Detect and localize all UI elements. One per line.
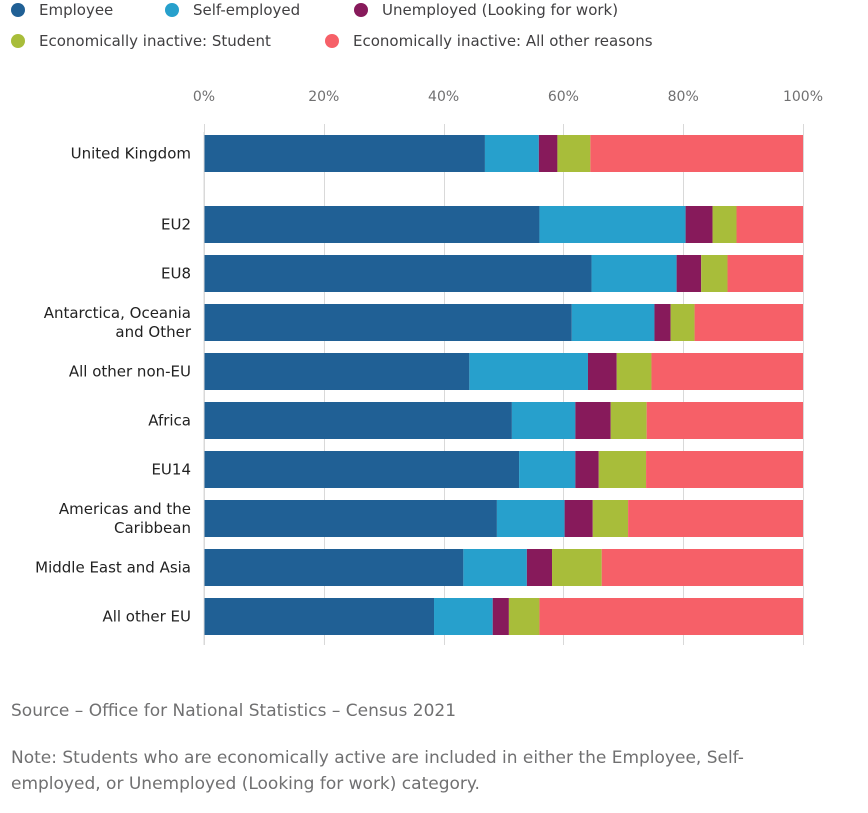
bar-eu8-unemployed-looking-for-work[interactable] [676,255,702,292]
legend-item-self-employed[interactable]: Self-employed [165,1,300,19]
bar-all-other-non-eu-employee[interactable] [204,353,470,390]
bar-all-other-eu-self-employed[interactable] [434,598,493,635]
bar-americas-and-the-caribbean-economically-inactive-student[interactable] [592,500,629,537]
category-label-middle-east-and-asia: Middle East and Asia [35,559,191,577]
legend-label-unemployed-looking-for-work: Unemployed (Looking for work) [382,1,618,19]
bar-all-other-non-eu-self-employed[interactable] [469,353,588,390]
bar-antarctica-oceania-and-other-unemployed-looking-for-work[interactable] [654,304,671,341]
legend-swatch-unemployed-looking-for-work [354,3,368,17]
category-label-eu2: EU2 [161,216,191,234]
bar-africa-unemployed-looking-for-work[interactable] [575,402,611,439]
bar-all-other-eu-unemployed-looking-for-work[interactable] [492,598,509,635]
bar-africa-employee[interactable] [204,402,512,439]
bar-antarctica-oceania-and-other-self-employed[interactable] [571,304,655,341]
footnote: Note: Students who are economically acti… [11,748,744,794]
x-tick-label-60: 60% [548,89,579,105]
legend-swatch-economically-inactive-all-other-reasons [325,34,339,48]
bar-eu2-unemployed-looking-for-work[interactable] [685,206,713,243]
bar-united-kingdom-self-employed[interactable] [484,135,539,172]
bar-africa-economically-inactive-student[interactable] [610,402,647,439]
category-label-united-kingdom: United Kingdom [71,145,191,163]
legend-swatch-employee [11,3,25,17]
bar-group-middle-east-and-asia [204,549,803,586]
category-labels: United Kingdom EU2 EU8 Antarctica, Oceania a… [35,145,192,626]
bar-americas-and-the-caribbean-self-employed[interactable] [496,500,565,537]
bar-eu8-economically-inactive-all-other-reasons[interactable] [727,255,803,292]
x-tick-label-100: 100% [783,89,823,105]
bar-all-other-non-eu-unemployed-looking-for-work[interactable] [587,353,617,390]
bar-group-antarctica-oceania-and-other [204,304,803,341]
bar-antarctica-oceania-and-other-employee[interactable] [204,304,572,341]
legend-label-economically-inactive-all-other-reasons: Economically inactive: All other reasons [353,32,653,50]
bar-group-eu2 [204,206,803,243]
bar-eu14-economically-inactive-all-other-reasons[interactable] [646,451,803,488]
bar-eu14-employee[interactable] [204,451,520,488]
legend-item-employee[interactable]: Employee [11,1,113,19]
bar-eu14-unemployed-looking-for-work[interactable] [575,451,599,488]
x-tick-label-20: 20% [308,89,339,105]
bar-all-other-eu-employee[interactable] [204,598,435,635]
category-label-americas-and-the-caribbean: Americas and the Caribbean [59,500,191,537]
bar-united-kingdom-economically-inactive-student[interactable] [557,135,591,172]
bar-group-united-kingdom [204,135,803,172]
bar-eu2-self-employed[interactable] [539,206,686,243]
bar-middle-east-and-asia-economically-inactive-student[interactable] [552,549,602,586]
bar-eu14-self-employed[interactable] [519,451,576,488]
legend-swatch-economically-inactive-student [11,34,25,48]
x-tick-label-0: 0% [193,89,215,105]
bar-middle-east-and-asia-self-employed[interactable] [463,549,527,586]
x-tick-label-40: 40% [428,89,459,105]
bar-group-all-other-non-eu [204,353,803,390]
bar-eu8-self-employed[interactable] [591,255,677,292]
bar-middle-east-and-asia-unemployed-looking-for-work[interactable] [526,549,553,586]
stacked-bar-chart: Employee Self-employed Unemployed (Looking… [11,1,823,645]
legend-label-self-employed: Self-employed [193,1,300,19]
category-label-all-other-eu: All other EU [102,608,191,626]
bar-all-other-non-eu-economically-inactive-student[interactable] [616,353,652,390]
source-note: Source – Office for National Statistics … [11,701,457,721]
bar-eu14-economically-inactive-student[interactable] [598,451,647,488]
bar-group-africa [204,402,803,439]
x-axis-ticks: 0% 20% 40% 60% 80% 100% [193,89,823,105]
bar-eu2-employee[interactable] [204,206,540,243]
bar-all-other-eu-economically-inactive-student[interactable] [508,598,540,635]
bar-all-other-eu-economically-inactive-all-other-reasons[interactable] [539,598,803,635]
bar-americas-and-the-caribbean-employee[interactable] [204,500,497,537]
bar-group-all-other-eu [204,598,803,635]
legend-item-economically-inactive-all-other-reasons[interactable]: Economically inactive: All other reasons [325,32,653,50]
bar-americas-and-the-caribbean-economically-inactive-all-other-reasons[interactable] [628,500,803,537]
bar-eu8-employee[interactable] [204,255,592,292]
bar-united-kingdom-economically-inactive-all-other-reasons[interactable] [590,135,803,172]
bar-americas-and-the-caribbean-unemployed-looking-for-work[interactable] [564,500,593,537]
bar-group-americas-and-the-caribbean [204,500,803,537]
bar-eu2-economically-inactive-all-other-reasons[interactable] [736,206,803,243]
bar-united-kingdom-employee[interactable] [204,135,485,172]
bar-africa-economically-inactive-all-other-reasons[interactable] [646,402,803,439]
x-tick-label-80: 80% [668,89,699,105]
legend-label-employee: Employee [39,1,113,19]
chart-bars [204,135,803,635]
category-label-africa: Africa [148,412,191,430]
legend-swatch-self-employed [165,3,179,17]
bar-eu2-economically-inactive-student[interactable] [712,206,737,243]
category-label-eu8: EU8 [161,265,191,283]
category-label-all-other-non-eu: All other non-EU [69,363,191,381]
bar-antarctica-oceania-and-other-economically-inactive-student[interactable] [670,304,695,341]
bar-middle-east-and-asia-economically-inactive-all-other-reasons[interactable] [601,549,803,586]
bar-united-kingdom-unemployed-looking-for-work[interactable] [538,135,558,172]
legend-label-economically-inactive-student: Economically inactive: Student [39,32,271,50]
legend-item-economically-inactive-student[interactable]: Economically inactive: Student [11,32,271,50]
bar-all-other-non-eu-economically-inactive-all-other-reasons[interactable] [651,353,803,390]
bar-group-eu14 [204,451,803,488]
bar-eu8-economically-inactive-student[interactable] [701,255,728,292]
bar-middle-east-and-asia-employee[interactable] [204,549,464,586]
category-label-antarctica-oceania-and-other: Antarctica, Oceania and Other [44,304,192,341]
bar-antarctica-oceania-and-other-economically-inactive-all-other-reasons[interactable] [694,304,803,341]
category-label-eu14: EU14 [151,461,191,479]
bar-group-eu8 [204,255,803,292]
chart-legend: Employee Self-employed Unemployed (Looking… [11,1,653,50]
legend-item-unemployed-looking-for-work[interactable]: Unemployed (Looking for work) [354,1,618,19]
bar-africa-self-employed[interactable] [511,402,576,439]
